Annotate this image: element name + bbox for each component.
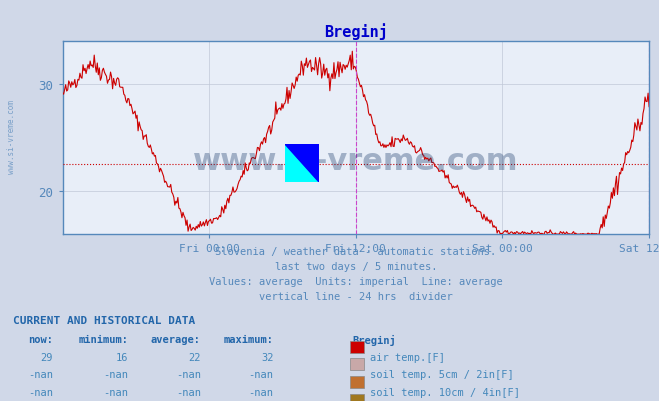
Text: 29: 29 — [40, 352, 53, 362]
Text: maximum:: maximum: — [223, 334, 273, 344]
Text: www.si-vreme.com: www.si-vreme.com — [193, 147, 519, 176]
Text: 32: 32 — [261, 352, 273, 362]
Text: -nan: -nan — [103, 387, 129, 397]
Title: Breginj: Breginj — [324, 23, 387, 40]
Polygon shape — [285, 144, 319, 182]
Text: -nan: -nan — [28, 387, 53, 397]
Text: Slovenia / weather data - automatic stations.
last two days / 5 minutes.
Values:: Slovenia / weather data - automatic stat… — [209, 247, 503, 301]
Text: -nan: -nan — [248, 387, 273, 397]
Text: www.si-vreme.com: www.si-vreme.com — [7, 99, 16, 173]
Text: air temp.[F]: air temp.[F] — [370, 352, 445, 362]
Text: -nan: -nan — [248, 369, 273, 379]
Text: soil temp. 5cm / 2in[F]: soil temp. 5cm / 2in[F] — [370, 369, 514, 379]
Text: CURRENT AND HISTORICAL DATA: CURRENT AND HISTORICAL DATA — [13, 315, 196, 325]
Text: 16: 16 — [116, 352, 129, 362]
Text: Breginj: Breginj — [353, 334, 396, 345]
Text: minimum:: minimum: — [78, 334, 129, 344]
Text: -nan: -nan — [103, 369, 129, 379]
Text: 22: 22 — [188, 352, 201, 362]
Text: average:: average: — [151, 334, 201, 344]
Polygon shape — [285, 144, 319, 182]
Text: -nan: -nan — [28, 369, 53, 379]
Text: now:: now: — [28, 334, 53, 344]
Text: -nan: -nan — [176, 369, 201, 379]
Text: soil temp. 10cm / 4in[F]: soil temp. 10cm / 4in[F] — [370, 387, 521, 397]
Text: -nan: -nan — [176, 387, 201, 397]
